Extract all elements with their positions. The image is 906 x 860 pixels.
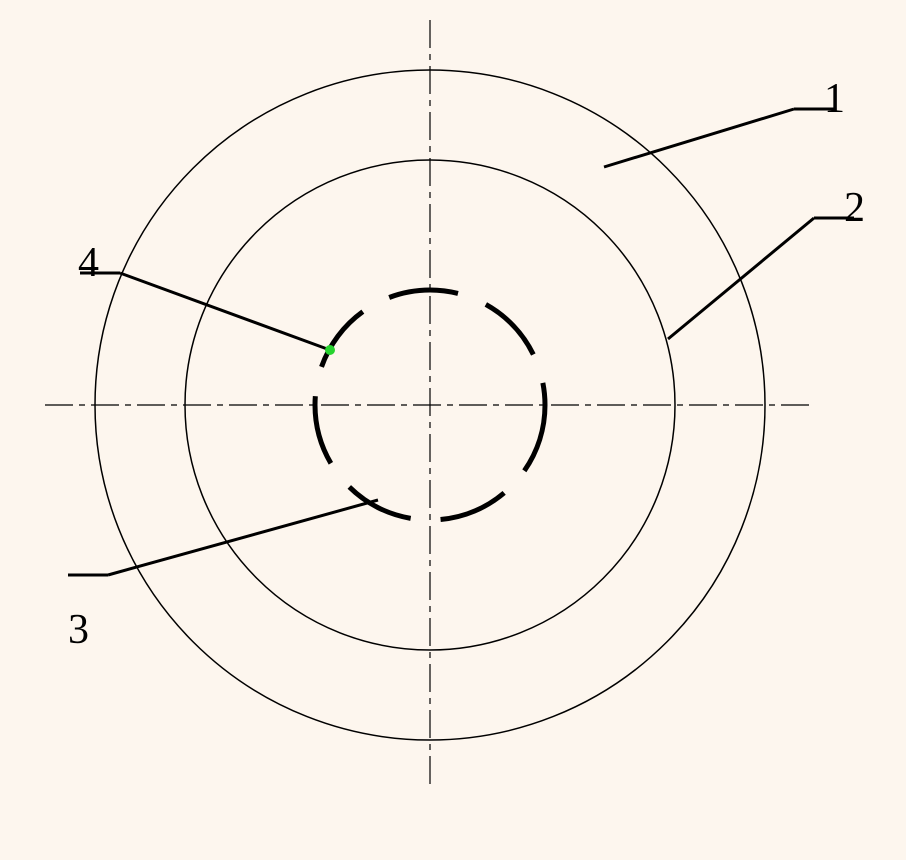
label-3: 3	[68, 606, 89, 654]
label-2: 2	[844, 184, 865, 232]
diagram-svg	[0, 0, 906, 860]
label-1: 1	[824, 75, 845, 123]
label-4: 4	[78, 239, 99, 287]
